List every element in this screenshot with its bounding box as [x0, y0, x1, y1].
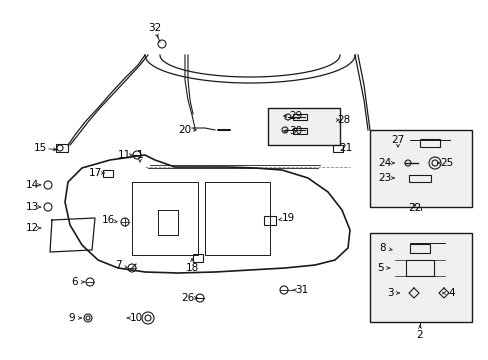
- Text: 32: 32: [148, 23, 162, 33]
- Bar: [369, 233, 471, 322]
- Text: 8: 8: [379, 243, 386, 253]
- Text: 17: 17: [88, 168, 102, 178]
- Bar: [369, 130, 471, 207]
- Text: 2: 2: [416, 330, 423, 340]
- Bar: [408, 175, 430, 181]
- Text: 22: 22: [407, 203, 421, 213]
- Text: 11: 11: [117, 150, 130, 160]
- Bar: [267, 108, 339, 145]
- Text: 4: 4: [448, 288, 454, 298]
- Text: 27: 27: [390, 135, 404, 145]
- Bar: [419, 139, 439, 147]
- Text: 26: 26: [181, 293, 194, 303]
- Text: 30: 30: [289, 126, 302, 136]
- Text: 29: 29: [289, 111, 302, 121]
- Bar: [56, 144, 68, 152]
- Text: 16: 16: [101, 215, 114, 225]
- Text: 19: 19: [281, 213, 294, 223]
- Text: 1: 1: [137, 150, 143, 160]
- Bar: [292, 128, 306, 134]
- Text: 24: 24: [378, 158, 391, 168]
- Text: 12: 12: [25, 223, 39, 233]
- Text: 10: 10: [129, 313, 142, 323]
- Text: 6: 6: [72, 277, 78, 287]
- Bar: [405, 260, 433, 276]
- Bar: [409, 243, 429, 252]
- Text: 5: 5: [377, 263, 384, 273]
- Text: 14: 14: [25, 180, 39, 190]
- Text: 28: 28: [337, 115, 350, 125]
- Text: 23: 23: [378, 173, 391, 183]
- Text: 20: 20: [178, 125, 191, 135]
- Bar: [103, 170, 113, 176]
- Text: 3: 3: [386, 288, 392, 298]
- Text: 15: 15: [33, 143, 46, 153]
- Text: 18: 18: [185, 263, 198, 273]
- Bar: [292, 114, 306, 120]
- Text: 9: 9: [68, 313, 75, 323]
- Text: 25: 25: [440, 158, 453, 168]
- Text: 31: 31: [295, 285, 308, 295]
- Bar: [264, 216, 275, 225]
- Bar: [193, 254, 203, 262]
- Text: 7: 7: [115, 260, 121, 270]
- Text: 21: 21: [339, 143, 352, 153]
- Text: 13: 13: [25, 202, 39, 212]
- Bar: [332, 144, 342, 152]
